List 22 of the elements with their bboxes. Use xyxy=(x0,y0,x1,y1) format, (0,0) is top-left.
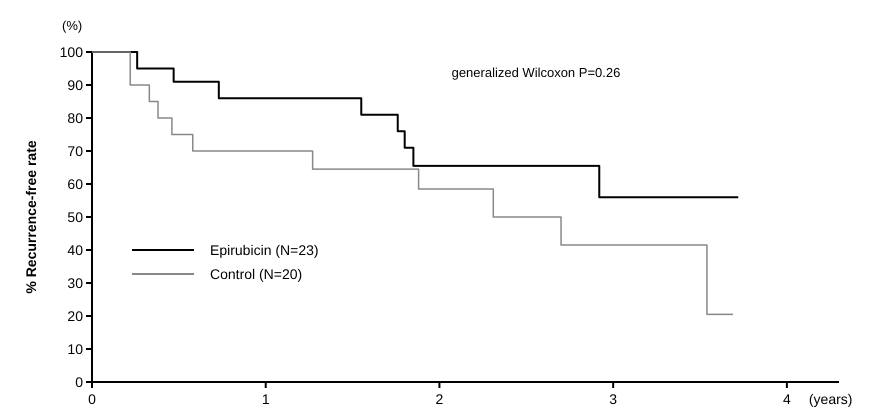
x-tick-label: 0 xyxy=(88,391,96,407)
y-tick-label: 10 xyxy=(67,340,84,357)
text: (%) xyxy=(62,18,82,33)
y-tick-label: 90 xyxy=(67,76,84,93)
legend-label: Epirubicin (N=23) xyxy=(210,242,319,258)
y-tick-label: 0 xyxy=(75,374,84,390)
x-tick-label: 1 xyxy=(262,391,270,407)
x-axis-title: (years) xyxy=(808,391,852,407)
y-tick-label: 60 xyxy=(67,176,84,192)
y-tick-label: 70 xyxy=(67,142,84,159)
y-tick-label: 80 xyxy=(67,110,84,126)
y-tick-label: 40 xyxy=(67,242,84,258)
x-tick-label: 2 xyxy=(436,391,444,407)
x-tick-label: 4 xyxy=(782,391,791,407)
y-tick-label: 30 xyxy=(67,274,84,291)
y-tick-label: 100 xyxy=(60,44,84,60)
legend-label: Control (N=20) xyxy=(210,266,302,282)
y-axis-title: % Recurrence-free rate xyxy=(23,140,39,294)
x-tick-label: 3 xyxy=(609,391,618,407)
y-tick-label: 20 xyxy=(67,308,84,324)
annotation: generalized Wilcoxon P=0.26 xyxy=(452,65,620,80)
y-tick-label: 50 xyxy=(67,208,84,225)
